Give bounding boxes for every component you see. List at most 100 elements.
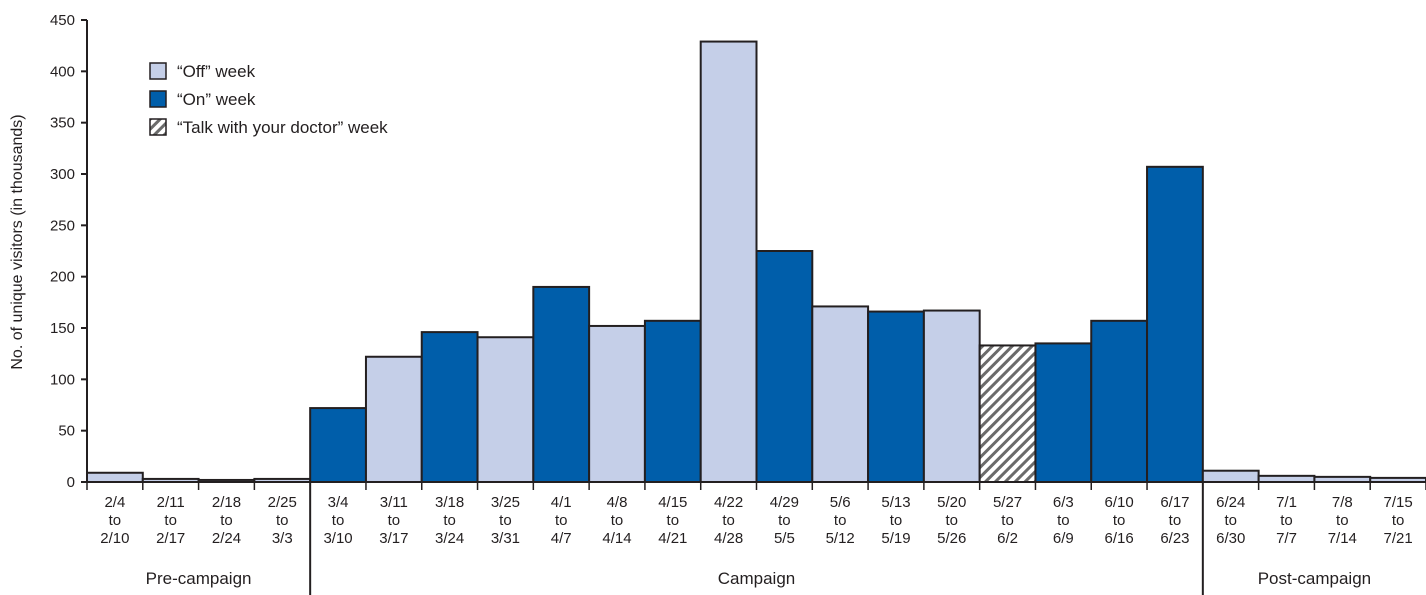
bar-4	[309, 407, 367, 483]
bar-6	[420, 331, 479, 483]
bar-14	[867, 310, 925, 483]
bar-5	[364, 355, 423, 483]
bar-11	[699, 40, 758, 484]
x-tick-label-20-1: to	[1224, 512, 1237, 529]
x-tick-label-5-2: 3/17	[379, 530, 408, 547]
x-tick-label-19-1: to	[1169, 512, 1182, 529]
x-tick-label-17-2: 6/9	[1053, 530, 1074, 547]
bar-19	[1146, 165, 1204, 483]
period-label-2: Post-campaign	[1258, 569, 1371, 588]
x-tick-label-22-0: 7/8	[1332, 494, 1353, 511]
x-tick-label-18-2: 6/16	[1105, 530, 1134, 547]
x-tick-label-19-0: 6/17	[1160, 494, 1189, 511]
x-tick-label-2-1: to	[220, 512, 233, 529]
axes-group: 0501001502002503003504004502/4to2/102/11…	[50, 12, 1426, 595]
y-tick-label-300: 300	[50, 166, 75, 183]
legend-label-off: “Off” week	[177, 62, 256, 81]
x-tick-label-15-1: to	[946, 512, 959, 529]
x-tick-label-20-0: 6/24	[1216, 494, 1245, 511]
x-tick-label-13-0: 5/6	[830, 494, 851, 511]
x-tick-label-20-2: 6/30	[1216, 530, 1245, 547]
x-tick-label-19-2: 6/23	[1160, 530, 1189, 547]
x-tick-label-8-2: 4/7	[551, 530, 572, 547]
legend-swatch-off	[149, 62, 167, 80]
x-tick-label-14-0: 5/13	[881, 494, 910, 511]
x-tick-label-17-1: to	[1057, 512, 1070, 529]
x-tick-label-3-1: to	[276, 512, 289, 529]
x-tick-label-10-1: to	[667, 512, 680, 529]
x-tick-label-14-1: to	[890, 512, 903, 529]
x-tick-label-16-1: to	[1001, 512, 1014, 529]
x-tick-label-18-0: 6/10	[1105, 494, 1134, 511]
x-tick-label-1-0: 2/11	[157, 494, 185, 511]
y-tick-label-450: 450	[50, 12, 75, 29]
x-tick-label-5-1: to	[388, 512, 401, 529]
legend-label-on: “On” week	[177, 90, 256, 109]
x-tick-label-17-0: 6/3	[1053, 494, 1074, 511]
x-tick-label-21-0: 7/1	[1276, 494, 1297, 511]
x-tick-label-13-2: 5/12	[826, 530, 855, 547]
bar-15	[922, 309, 981, 483]
bar-0	[86, 471, 144, 484]
x-tick-label-4-1: to	[332, 512, 345, 529]
y-tick-label-350: 350	[50, 115, 75, 132]
x-tick-label-23-1: to	[1392, 512, 1405, 529]
bar-8	[532, 285, 591, 483]
y-tick-label-150: 150	[50, 320, 75, 337]
x-tick-label-9-1: to	[611, 512, 624, 529]
y-tick-label-200: 200	[50, 269, 75, 286]
bar-16	[978, 344, 1037, 484]
y-tick-label-250: 250	[50, 217, 75, 234]
x-tick-label-8-0: 4/1	[551, 494, 572, 511]
x-tick-label-11-2: 4/28	[714, 530, 743, 547]
x-tick-label-0-1: to	[109, 512, 122, 529]
x-tick-label-1-1: to	[164, 512, 177, 529]
x-tick-label-21-2: 7/7	[1276, 530, 1297, 547]
x-tick-label-10-0: 4/15	[658, 494, 687, 511]
x-tick-label-4-0: 3/4	[328, 494, 349, 511]
bar-20	[1201, 469, 1260, 483]
x-tick-label-13-1: to	[834, 512, 847, 529]
bar-13	[811, 305, 870, 483]
y-tick-label-100: 100	[50, 371, 75, 388]
bar-18	[1090, 319, 1149, 483]
legend-swatch-talk	[149, 118, 167, 136]
y-axis-label: No. of unique visitors (in thousands)	[9, 114, 26, 369]
x-tick-label-6-1: to	[443, 512, 456, 529]
x-tick-label-12-1: to	[778, 512, 791, 529]
x-tick-label-18-1: to	[1113, 512, 1126, 529]
x-tick-label-8-1: to	[555, 512, 568, 529]
legend-swatch-on	[149, 90, 167, 108]
x-tick-label-11-0: 4/22	[714, 494, 743, 511]
x-tick-label-2-0: 2/18	[212, 494, 241, 511]
bar-10	[643, 319, 702, 483]
x-tick-label-10-2: 4/21	[658, 530, 687, 547]
x-tick-label-14-2: 5/19	[881, 530, 910, 547]
bar-7	[476, 336, 535, 483]
x-tick-label-6-2: 3/24	[435, 530, 464, 547]
legend: “Off” week “On” week “Talk with your docto…	[149, 62, 388, 137]
x-tick-label-6-0: 3/18	[435, 494, 464, 511]
x-tick-label-3-0: 2/25	[268, 494, 297, 511]
x-tick-label-16-0: 5/27	[993, 494, 1022, 511]
x-tick-label-0-0: 2/4	[104, 494, 125, 511]
x-tick-label-2-2: 2/24	[212, 530, 241, 547]
x-tick-label-22-2: 7/14	[1328, 530, 1357, 547]
bar-12	[755, 250, 814, 483]
x-tick-label-12-2: 5/5	[774, 530, 795, 547]
x-tick-label-1-2: 2/17	[156, 530, 185, 547]
x-tick-label-16-2: 6/2	[997, 530, 1018, 547]
bar-17	[1034, 342, 1093, 483]
y-tick-label-50: 50	[58, 423, 75, 440]
period-label-0: Pre-campaign	[146, 569, 252, 588]
bars-group	[86, 40, 1426, 484]
x-tick-label-22-1: to	[1336, 512, 1349, 529]
x-tick-label-4-2: 3/10	[323, 530, 352, 547]
x-tick-label-11-1: to	[722, 512, 735, 529]
x-tick-label-9-0: 4/8	[607, 494, 628, 511]
x-tick-label-9-2: 4/14	[602, 530, 631, 547]
y-tick-label-400: 400	[50, 63, 75, 80]
x-tick-label-3-2: 3/3	[272, 530, 293, 547]
x-tick-label-21-1: to	[1280, 512, 1293, 529]
